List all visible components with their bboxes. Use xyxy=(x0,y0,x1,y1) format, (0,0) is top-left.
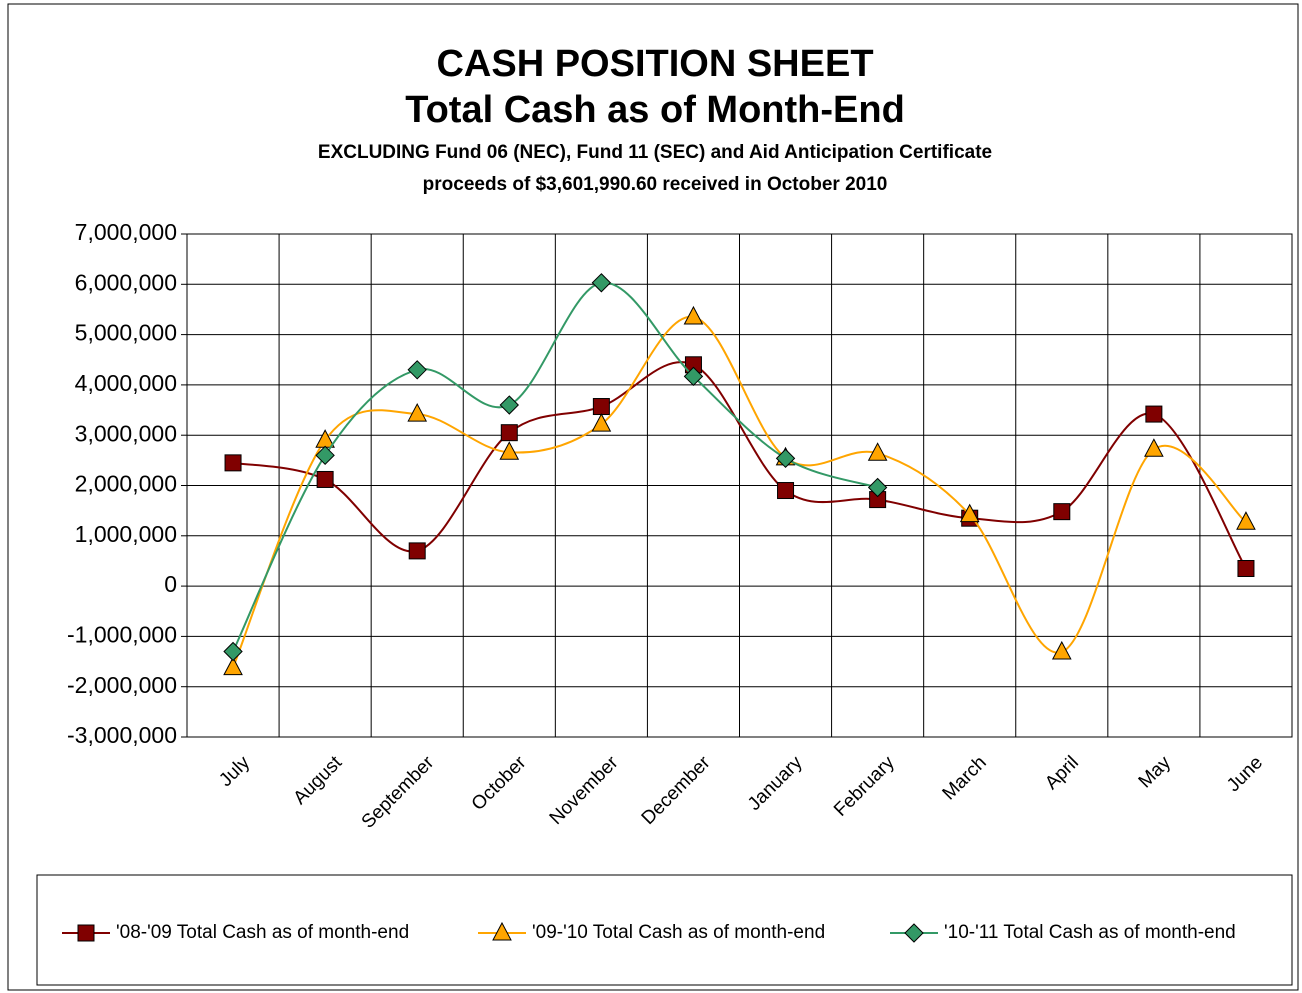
marker xyxy=(867,442,888,461)
marker xyxy=(904,923,924,943)
marker xyxy=(223,641,243,662)
y-tick-label: -1,000,000 xyxy=(67,621,177,647)
y-tick-label: 4,000,000 xyxy=(75,370,177,396)
marker xyxy=(1236,511,1256,530)
chart-title: CASH POSITION SHEET xyxy=(436,43,873,85)
chart-title: Total Cash as of Month-End xyxy=(405,89,905,131)
marker xyxy=(499,441,520,460)
marker xyxy=(683,305,704,325)
marker xyxy=(408,542,426,560)
marker xyxy=(777,482,795,500)
y-tick-label: -2,000,000 xyxy=(67,672,177,698)
legend-label: '09-'10 Total Cash as of month-end xyxy=(532,922,825,943)
marker xyxy=(492,921,512,941)
marker xyxy=(775,448,796,469)
series-line xyxy=(232,315,1247,668)
marker xyxy=(499,395,519,415)
marker xyxy=(223,656,243,676)
y-tick-label: 0 xyxy=(164,571,177,597)
legend-label: '08-'09 Total Cash as of month-end xyxy=(116,922,409,943)
marker xyxy=(1145,405,1163,423)
legend-box xyxy=(36,874,1293,986)
marker xyxy=(500,424,518,442)
marker xyxy=(407,403,428,422)
y-tick-label: 7,000,000 xyxy=(75,219,177,245)
marker xyxy=(224,454,242,472)
y-tick-label: 2,000,000 xyxy=(75,471,177,497)
marker xyxy=(591,273,612,293)
y-tick-label: 5,000,000 xyxy=(75,320,177,346)
marker xyxy=(1144,438,1164,457)
marker xyxy=(407,360,427,380)
y-tick-label: 6,000,000 xyxy=(75,269,177,295)
marker xyxy=(591,413,612,432)
marker xyxy=(867,477,888,498)
legend-label: '10-'11 Total Cash as of month-end xyxy=(944,922,1236,943)
marker xyxy=(592,398,610,416)
plot-border xyxy=(186,233,1293,738)
y-tick-label: 3,000,000 xyxy=(75,420,177,446)
marker xyxy=(316,470,334,488)
y-tick-label: -3,000,000 xyxy=(67,722,177,748)
chart-subtitle: proceeds of $3,601,990.60 received in Oc… xyxy=(423,174,888,195)
marker xyxy=(1237,559,1255,577)
marker xyxy=(1053,503,1071,521)
marker xyxy=(315,445,335,466)
marker xyxy=(683,366,704,387)
chart-subtitle: EXCLUDING Fund 06 (NEC), Fund 11 (SEC) a… xyxy=(318,142,992,163)
marker xyxy=(1051,640,1072,660)
marker xyxy=(77,924,95,942)
marker xyxy=(959,503,980,523)
y-tick-label: 1,000,000 xyxy=(75,521,177,547)
